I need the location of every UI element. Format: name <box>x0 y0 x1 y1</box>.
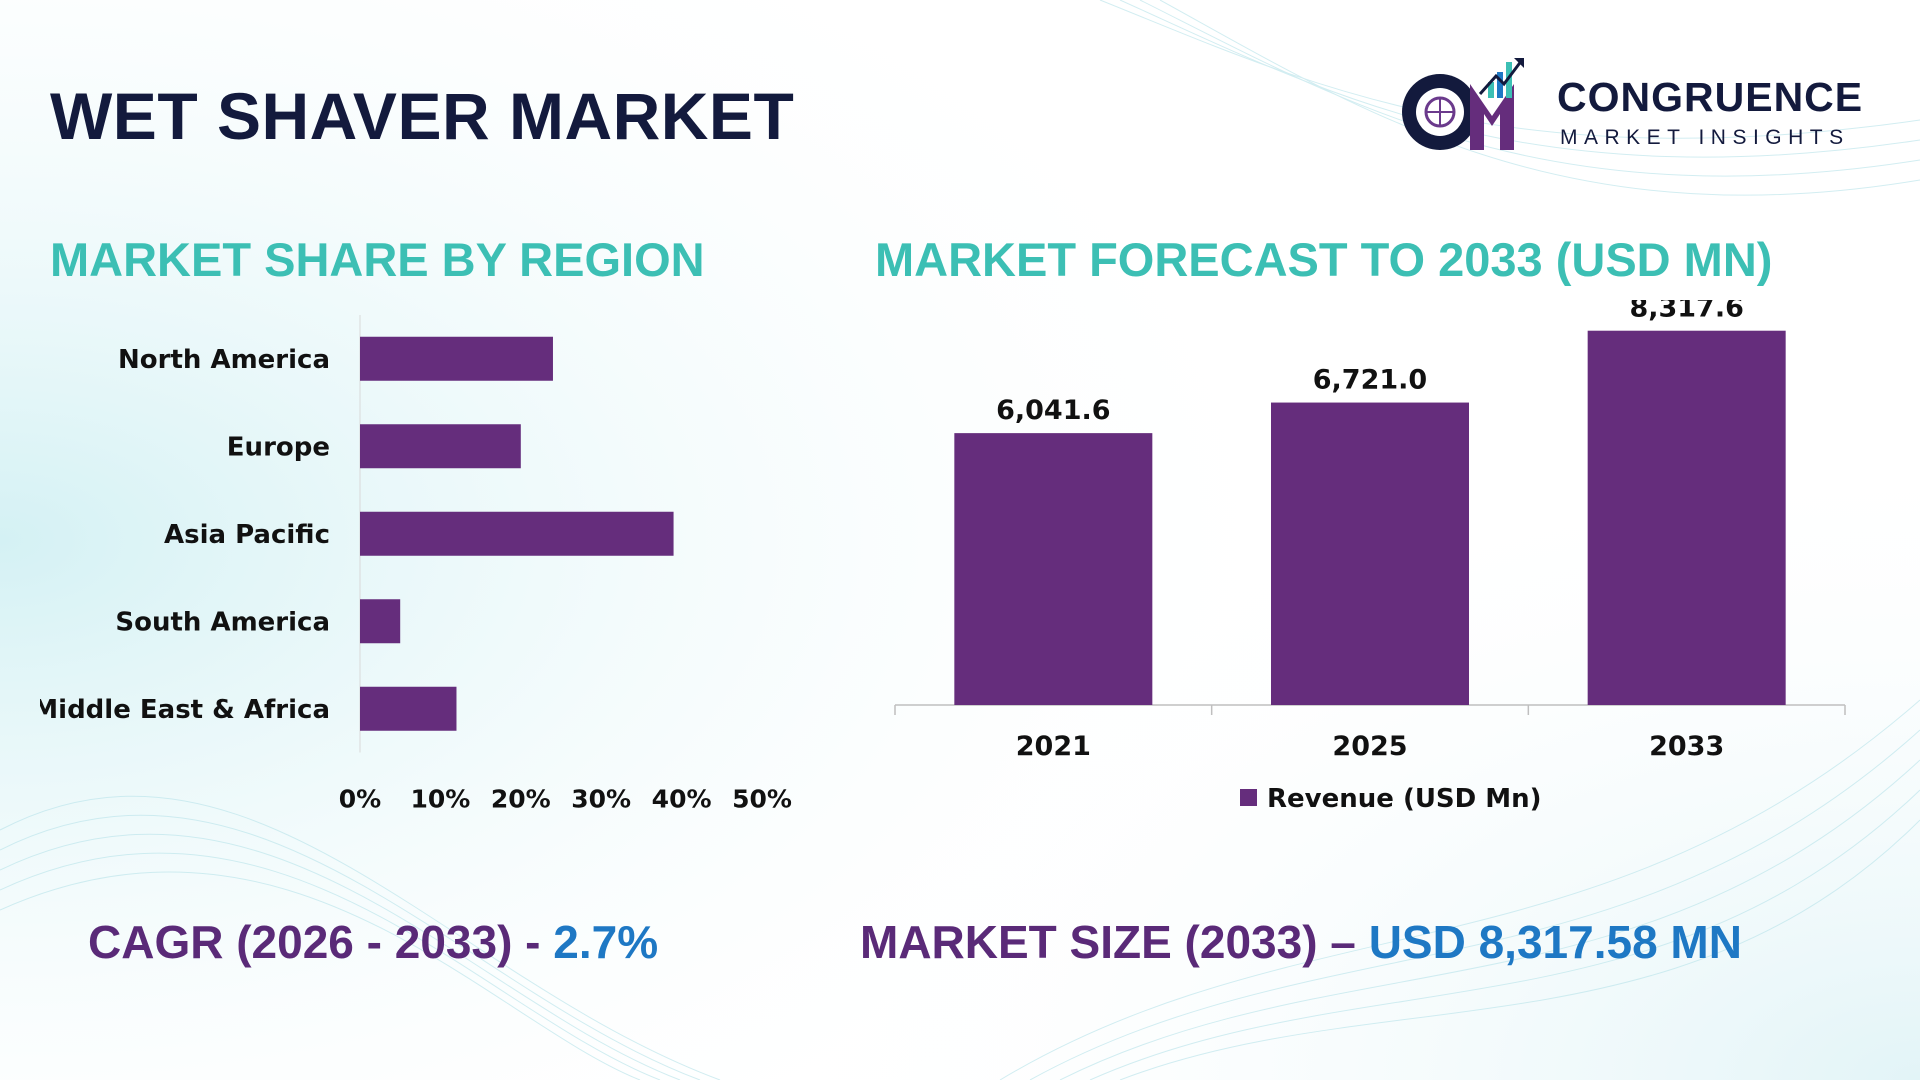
x-tick-label: 10% <box>410 785 470 814</box>
category-label: 2033 <box>1649 731 1724 762</box>
forecast-chart: 6,041.6 2021 6,721.0 2025 8,317.6 2033 Revenue… <box>894 300 1846 814</box>
data-label: 6,721.0 <box>1313 365 1427 396</box>
cagr-value: 2.7% <box>553 916 659 968</box>
data-label: 8,317.6 <box>1629 300 1743 324</box>
bar <box>954 433 1153 705</box>
bar <box>360 424 521 469</box>
left-section-title: MARKET SHARE BY REGION <box>50 233 705 286</box>
x-tick-label: 40% <box>652 785 712 814</box>
category-label: Middle East & Africa <box>40 695 330 725</box>
market-size-stat: MARKET SIZE (2033) – USD 8,317.58 MN <box>860 915 1742 969</box>
bar <box>360 686 457 731</box>
cagr-label: CAGR (2026 - 2033) - <box>88 916 554 968</box>
data-label: 6,041.6 <box>996 395 1110 426</box>
category-label: Europe <box>227 432 330 462</box>
bar <box>360 336 553 381</box>
legend-label: Revenue (USD Mn) <box>1267 784 1542 814</box>
market-size-value: USD 8,317.58 MN <box>1368 916 1742 968</box>
bar <box>360 599 401 644</box>
logo-tagline: MARKET INSIGHTS <box>1560 126 1850 149</box>
market-size-label: MARKET SIZE (2033) – <box>860 916 1369 968</box>
x-tick-label: 30% <box>571 785 631 814</box>
x-tick-label: 20% <box>491 785 551 814</box>
logo-m-icon <box>1470 84 1514 150</box>
category-label: North America <box>118 345 330 375</box>
category-label: 2021 <box>1016 731 1091 762</box>
category-label: Asia Pacific <box>164 520 330 550</box>
legend-swatch <box>1240 789 1257 806</box>
cagr-stat: CAGR (2026 - 2033) - 2.7% <box>88 915 658 969</box>
category-label: South America <box>115 607 330 637</box>
category-label: 2025 <box>1332 731 1407 762</box>
logo-name: CONGRUENCE <box>1557 74 1864 120</box>
region-share-chart: North America Europe Asia Pacific South Ame… <box>40 315 792 814</box>
bar <box>1271 402 1469 705</box>
x-tick-label: 0% <box>339 785 381 814</box>
page-title: WET SHAVER MARKET <box>50 79 795 153</box>
bar <box>1587 330 1786 705</box>
x-tick-label: 50% <box>732 785 792 814</box>
bar <box>360 511 674 556</box>
company-logo <box>1402 58 1524 150</box>
trend-arrow-icon <box>1478 59 1524 95</box>
right-section-title: MARKET FORECAST TO 2033 (USD MN) <box>875 233 1773 286</box>
